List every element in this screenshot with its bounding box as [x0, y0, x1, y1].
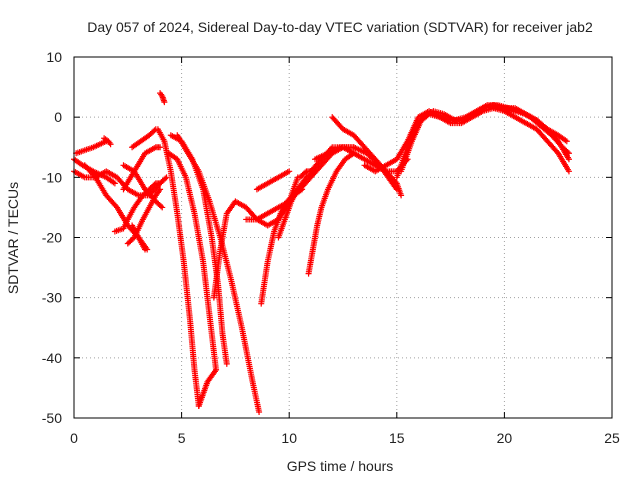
data-point [107, 141, 114, 148]
series-track-i [129, 126, 159, 151]
series-track-p [174, 132, 263, 415]
data-point [129, 235, 136, 242]
data-point [157, 186, 164, 193]
data-point [161, 99, 168, 106]
y-tick-label: 0 [54, 109, 62, 125]
y-tick-label: -20 [42, 230, 62, 246]
series-track-u [253, 168, 293, 193]
grid-lines [74, 57, 612, 418]
data-point [565, 168, 572, 175]
data-series [71, 90, 572, 415]
y-tick-label: 10 [46, 49, 62, 65]
series-track-j [129, 222, 149, 253]
data-point [142, 246, 149, 253]
series-track-v [275, 168, 319, 241]
x-tick-label: 5 [178, 430, 186, 446]
axis-ticks: 0 5 10 15 20 25 -50 -40 -30 -20 -10 0 10 [42, 49, 620, 446]
x-tick-label: 20 [497, 430, 513, 446]
x-axis-label: GPS time / hours [287, 458, 394, 474]
x-tick-label: 25 [604, 430, 620, 446]
series-track-h [124, 186, 164, 247]
series-track-c [73, 138, 110, 157]
data-point [213, 366, 220, 373]
data-point [111, 180, 118, 187]
series-track-n [165, 150, 220, 373]
series-track-k [120, 162, 166, 211]
data-point [565, 150, 572, 157]
series-track-l [157, 90, 168, 106]
data-point [563, 138, 570, 145]
series-track-d [101, 135, 114, 148]
data-point [398, 192, 405, 199]
series-track-ae [490, 105, 570, 145]
data-point [223, 360, 230, 367]
x-tick-label: 0 [70, 430, 78, 446]
series-track-q [195, 366, 220, 409]
y-tick-label: -30 [42, 290, 62, 306]
x-tick-label: 15 [389, 430, 405, 446]
data-point [157, 180, 164, 187]
data-point [565, 156, 572, 163]
data-point [392, 179, 399, 186]
data-point [157, 144, 164, 151]
y-tick-label: -10 [42, 169, 62, 185]
x-tick-label: 10 [281, 430, 297, 446]
data-point [159, 204, 166, 211]
data-point [157, 203, 164, 210]
data-point [162, 175, 169, 182]
y-axis-label: SDTVAR / TECUs [5, 182, 21, 294]
series-track-g [120, 144, 164, 193]
data-point [564, 149, 571, 156]
data-point [151, 181, 158, 188]
data-point [256, 408, 263, 415]
y-tick-label: -40 [42, 350, 62, 366]
data-point [163, 174, 170, 181]
y-tick-label: -50 [42, 410, 62, 426]
series-track-r [210, 174, 301, 301]
data-point [286, 168, 293, 175]
data-point [302, 169, 309, 176]
chart-title: Day 057 of 2024, Sidereal Day-to-day VTE… [87, 19, 593, 35]
series-track-ab [361, 102, 572, 175]
